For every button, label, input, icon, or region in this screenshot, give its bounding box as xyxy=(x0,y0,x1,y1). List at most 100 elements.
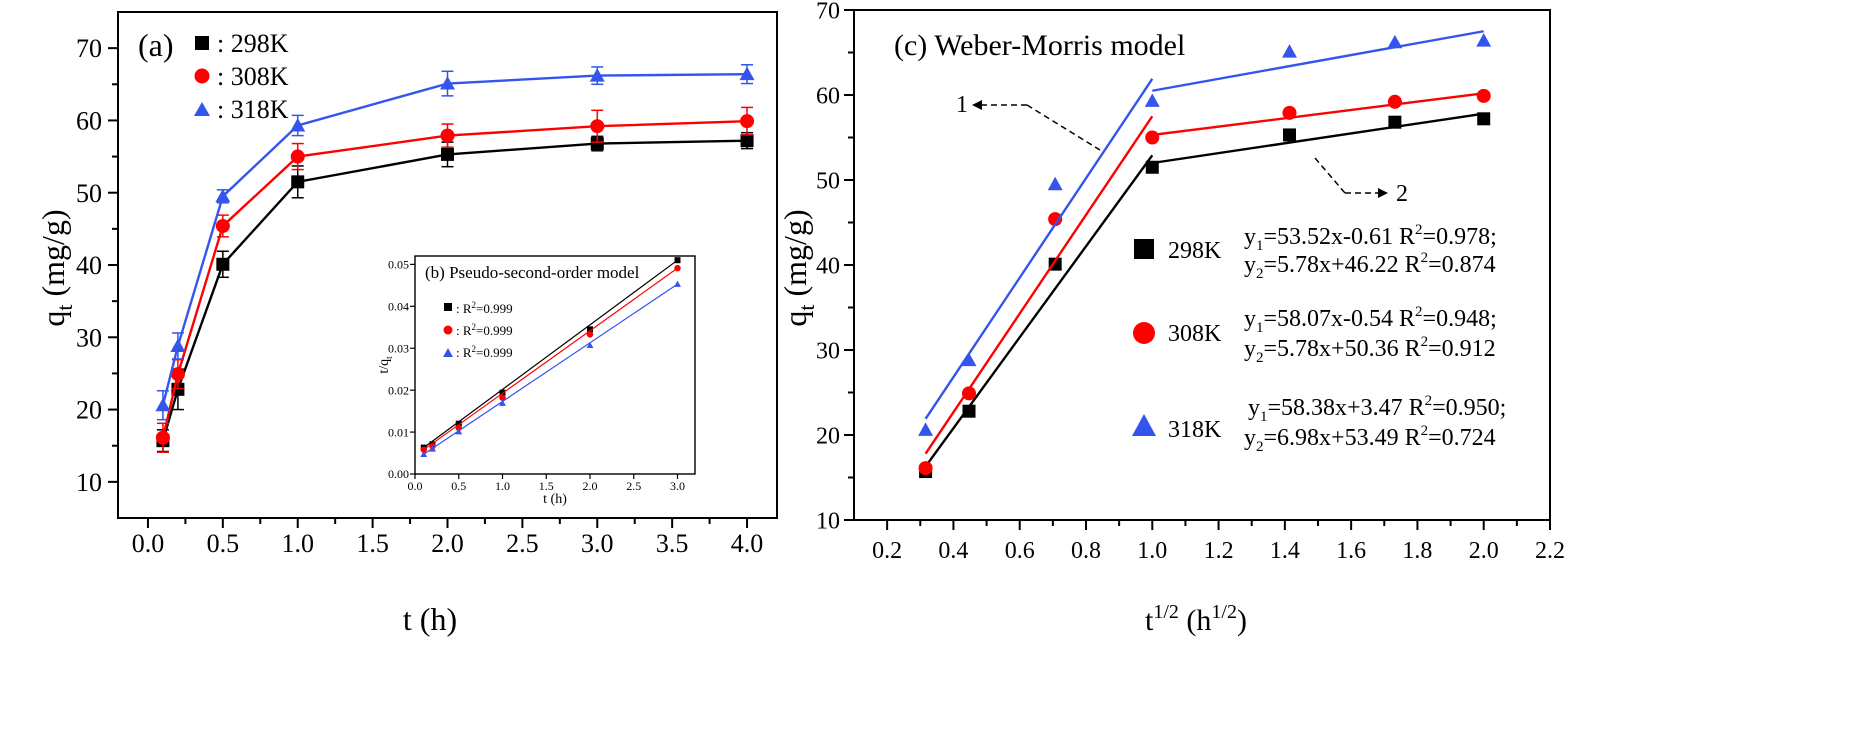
b-xtick-label: 1.0 xyxy=(495,479,510,493)
panel-a-marks: 0.0 0.5 1.0 1.5 2.0 2.5 3.0 3.5 4.0 10 20 30 40 50 60 7… xyxy=(76,34,763,558)
panel-b-background xyxy=(415,256,695,474)
annotation-1-leader xyxy=(1026,104,1101,151)
c-point-triangle xyxy=(1476,33,1492,47)
panel-a-xlabel: t (h) xyxy=(403,601,457,637)
c-xtick-label: 1.2 xyxy=(1204,538,1234,564)
panel-c-xlabel: t1/2 (h1/2) xyxy=(1145,601,1247,637)
c-ytick-label: 30 xyxy=(816,338,840,364)
c-fit1-308k: y1=58.07x-0.54 R2=0.948; xyxy=(1244,304,1497,336)
a-ytick-label: 40 xyxy=(76,251,102,280)
c-xtick-label: 2.0 xyxy=(1469,538,1499,564)
panel-c-ylabel: qt (mg/g) xyxy=(777,209,819,326)
c-fit-line-2-1 xyxy=(924,78,1154,420)
c-xtick-label: 0.6 xyxy=(1005,538,1035,564)
c-legend-marker-318k xyxy=(1132,414,1156,436)
b-point-circle xyxy=(420,446,427,453)
panel-c-title: (c) Weber-Morris model xyxy=(894,29,1185,62)
b-xtick-label: 1.5 xyxy=(539,479,554,493)
c-point-circle xyxy=(1145,130,1160,145)
b-xtick-label: 0.5 xyxy=(451,479,466,493)
a-ytick-label: 20 xyxy=(76,396,102,425)
panel-a-title: (a) xyxy=(138,27,174,63)
b-point-circle xyxy=(586,331,594,338)
a-point-square xyxy=(216,257,230,271)
panel-a-ylabel: qt (mg/g) xyxy=(35,209,77,326)
a-point-triangle xyxy=(215,188,231,203)
c-fit-line-2-2 xyxy=(1152,30,1484,92)
inset-legend-318k: : R2=0.999 xyxy=(456,344,513,360)
c-legend-marker-298k xyxy=(1134,239,1154,259)
panel-b-marks: 0.0 0.5 1.0 1.5 2.0 2.5 3.0 0.00 0.01 0.02 0.03 0.0… xyxy=(388,257,685,493)
panel-b-xlabel: t (h) xyxy=(543,492,567,507)
c-point-triangle xyxy=(1282,44,1297,58)
c-point-triangle xyxy=(918,422,934,436)
a-ytick-label: 60 xyxy=(76,107,102,136)
panel-b-legend: : R2=0.999 : R2=0.999 : R2=0.999 xyxy=(443,300,513,360)
panel-b-title: (b) Pseudo-second-order model xyxy=(425,263,640,282)
c-point-square xyxy=(1145,160,1159,174)
legend-marker-298k xyxy=(195,36,209,50)
a-xtick-label: 0.0 xyxy=(132,529,165,558)
a-point-circle xyxy=(215,218,230,233)
a-point-triangle xyxy=(589,68,605,82)
annotation-2-leader xyxy=(1314,157,1346,194)
panel-a-legend: : 298K : 308K : 318K xyxy=(194,29,289,124)
c-legend-label-308k: 308K xyxy=(1168,321,1222,347)
c-point-circle xyxy=(1282,105,1297,120)
c-fit2-318k: y2=6.98x+53.49 R2=0.724 xyxy=(1244,423,1496,455)
c-legend-label-318k: 318K xyxy=(1168,417,1222,443)
inset-legend-308k: : R2=0.999 xyxy=(456,322,513,338)
annotation-2: 2 xyxy=(1314,157,1408,207)
c-point-circle xyxy=(1476,88,1491,103)
a-xtick-label: 3.5 xyxy=(656,529,689,558)
c-ytick-label: 60 xyxy=(816,83,840,109)
c-point-square xyxy=(1282,128,1296,142)
panel-b-plot-frame xyxy=(414,255,696,475)
panel-c-legend: 298K y1=53.52x-0.61 R2=0.978; y2=5.78x+4… xyxy=(1132,222,1506,455)
c-ytick-label: 50 xyxy=(816,168,840,194)
b-fit-line-1 xyxy=(423,267,678,451)
c-point-triangle xyxy=(1144,93,1160,107)
b-xtick-label: 3.0 xyxy=(670,479,685,493)
a-point-square xyxy=(740,134,754,148)
a-xtick-label: 1.0 xyxy=(281,529,314,558)
c-xtick-label: 1.8 xyxy=(1402,538,1432,564)
b-ytick-label: 0.05 xyxy=(388,258,409,272)
annotation-2-arrowhead xyxy=(1378,188,1388,198)
annotation-1: 1 xyxy=(956,92,1101,151)
b-point-triangle xyxy=(674,280,681,287)
legend-label-308k: : 308K xyxy=(217,62,289,91)
c-point-circle xyxy=(1387,94,1402,109)
a-point-triangle xyxy=(739,66,755,81)
panel-a: 0.0 0.5 1.0 1.5 2.0 2.5 3.0 3.5 4.0 10 20 30 40 50 60 7… xyxy=(35,11,778,637)
b-ytick-label: 0.03 xyxy=(388,341,409,355)
b-point-triangle xyxy=(499,399,506,406)
a-point-triangle xyxy=(155,397,171,412)
legend-label-298k: : 298K xyxy=(217,29,289,58)
inset-legend-marker-298k xyxy=(444,303,452,311)
inset-legend-marker-318k xyxy=(443,348,453,357)
c-xtick-label: 0.4 xyxy=(938,538,968,564)
c-point-square xyxy=(962,404,976,418)
b-point-triangle xyxy=(586,341,594,349)
a-ytick-label: 50 xyxy=(76,179,102,208)
c-point-circle xyxy=(918,461,933,476)
legend-marker-308k xyxy=(194,68,210,84)
panel-c-marks: 0.2 0.4 0.6 0.8 1.0 1.2 1.4 1.6 1.8 2.0 2.2 10 20 30 4… xyxy=(816,0,1565,564)
c-point-triangle xyxy=(961,352,977,367)
a-ytick-label: 30 xyxy=(76,323,102,352)
a-xtick-label: 2.0 xyxy=(431,529,464,558)
b-point-triangle xyxy=(455,428,463,435)
a-xtick-label: 3.0 xyxy=(581,529,614,558)
c-ytick-label: 70 xyxy=(816,0,840,24)
c-point-triangle xyxy=(1047,176,1063,191)
c-point-square xyxy=(1388,115,1402,129)
a-xtick-label: 0.5 xyxy=(207,529,240,558)
a-ytick-label: 10 xyxy=(76,468,102,497)
a-point-square xyxy=(291,175,305,189)
c-fit2-298k: y2=5.78x+46.22 R2=0.874 xyxy=(1244,250,1496,282)
inset-legend-marker-308k xyxy=(443,325,453,335)
c-fit-line-0-2 xyxy=(1152,112,1484,165)
annotation-2-label: 2 xyxy=(1396,181,1408,207)
